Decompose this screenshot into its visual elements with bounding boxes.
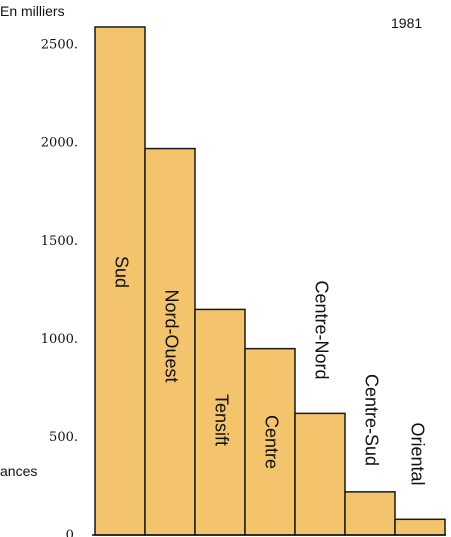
- y-tick-label: 1000.: [41, 332, 78, 347]
- bar-nord-ouest: [144, 147, 196, 536]
- bar-centre-sud: [344, 491, 396, 536]
- bar-label: Oriental: [407, 422, 427, 485]
- bar-label: Centre: [261, 415, 281, 469]
- bar-label: Nord-Ouest: [161, 289, 181, 382]
- bars: [94, 26, 446, 536]
- y-tick-label: 0.: [66, 528, 78, 537]
- unit-label: En milliers: [0, 3, 65, 19]
- bar-label: Sud: [111, 256, 131, 288]
- year-label: 1981: [391, 15, 422, 31]
- y-tick-label: 1500.: [41, 234, 78, 249]
- bar-label: Tensift: [211, 394, 231, 446]
- bar-centre-nord: [294, 412, 346, 536]
- bar-label: Centre-Nord: [311, 280, 331, 379]
- y-tick-label: 500.: [49, 430, 78, 445]
- bar-label: Centre-Sud: [361, 374, 381, 466]
- y-tick-label: 2000.: [41, 136, 78, 151]
- bar-sud: [94, 26, 146, 536]
- bar-oriental: [394, 518, 446, 536]
- y-axis-ticks: 0. 500. 1000. 1500. 2000. 2500.: [41, 38, 78, 537]
- bar-labels: Sud Nord-Ouest Tensift Centre Centre-Nord Cen…: [111, 256, 427, 486]
- edge-label: ances: [0, 463, 37, 479]
- bar-tensift: [194, 308, 246, 536]
- y-tick-label: 2500.: [41, 38, 78, 53]
